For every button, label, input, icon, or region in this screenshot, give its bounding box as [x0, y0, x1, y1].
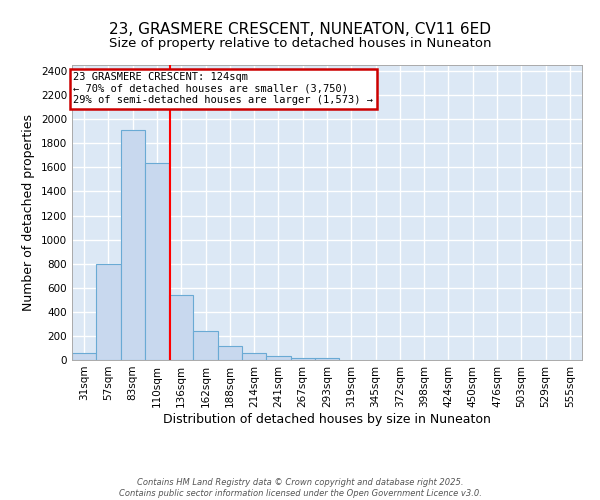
Bar	[72, 353, 96, 360]
Bar	[315, 358, 339, 360]
Y-axis label: Number of detached properties: Number of detached properties	[22, 114, 35, 311]
Text: 23 GRASMERE CRESCENT: 124sqm
← 70% of detached houses are smaller (3,750)
29% of: 23 GRASMERE CRESCENT: 124sqm ← 70% of de…	[73, 72, 373, 106]
Bar	[266, 356, 290, 360]
Bar	[290, 358, 315, 360]
Bar	[218, 346, 242, 360]
Bar	[242, 353, 266, 360]
Bar	[193, 331, 218, 360]
Text: Size of property relative to detached houses in Nuneaton: Size of property relative to detached ho…	[109, 38, 491, 51]
X-axis label: Distribution of detached houses by size in Nuneaton: Distribution of detached houses by size …	[163, 412, 491, 426]
Bar	[145, 162, 169, 360]
Text: 23, GRASMERE CRESCENT, NUNEATON, CV11 6ED: 23, GRASMERE CRESCENT, NUNEATON, CV11 6E…	[109, 22, 491, 38]
Bar	[121, 130, 145, 360]
Bar	[169, 295, 193, 360]
Text: Contains HM Land Registry data © Crown copyright and database right 2025.
Contai: Contains HM Land Registry data © Crown c…	[119, 478, 481, 498]
Bar	[96, 264, 121, 360]
